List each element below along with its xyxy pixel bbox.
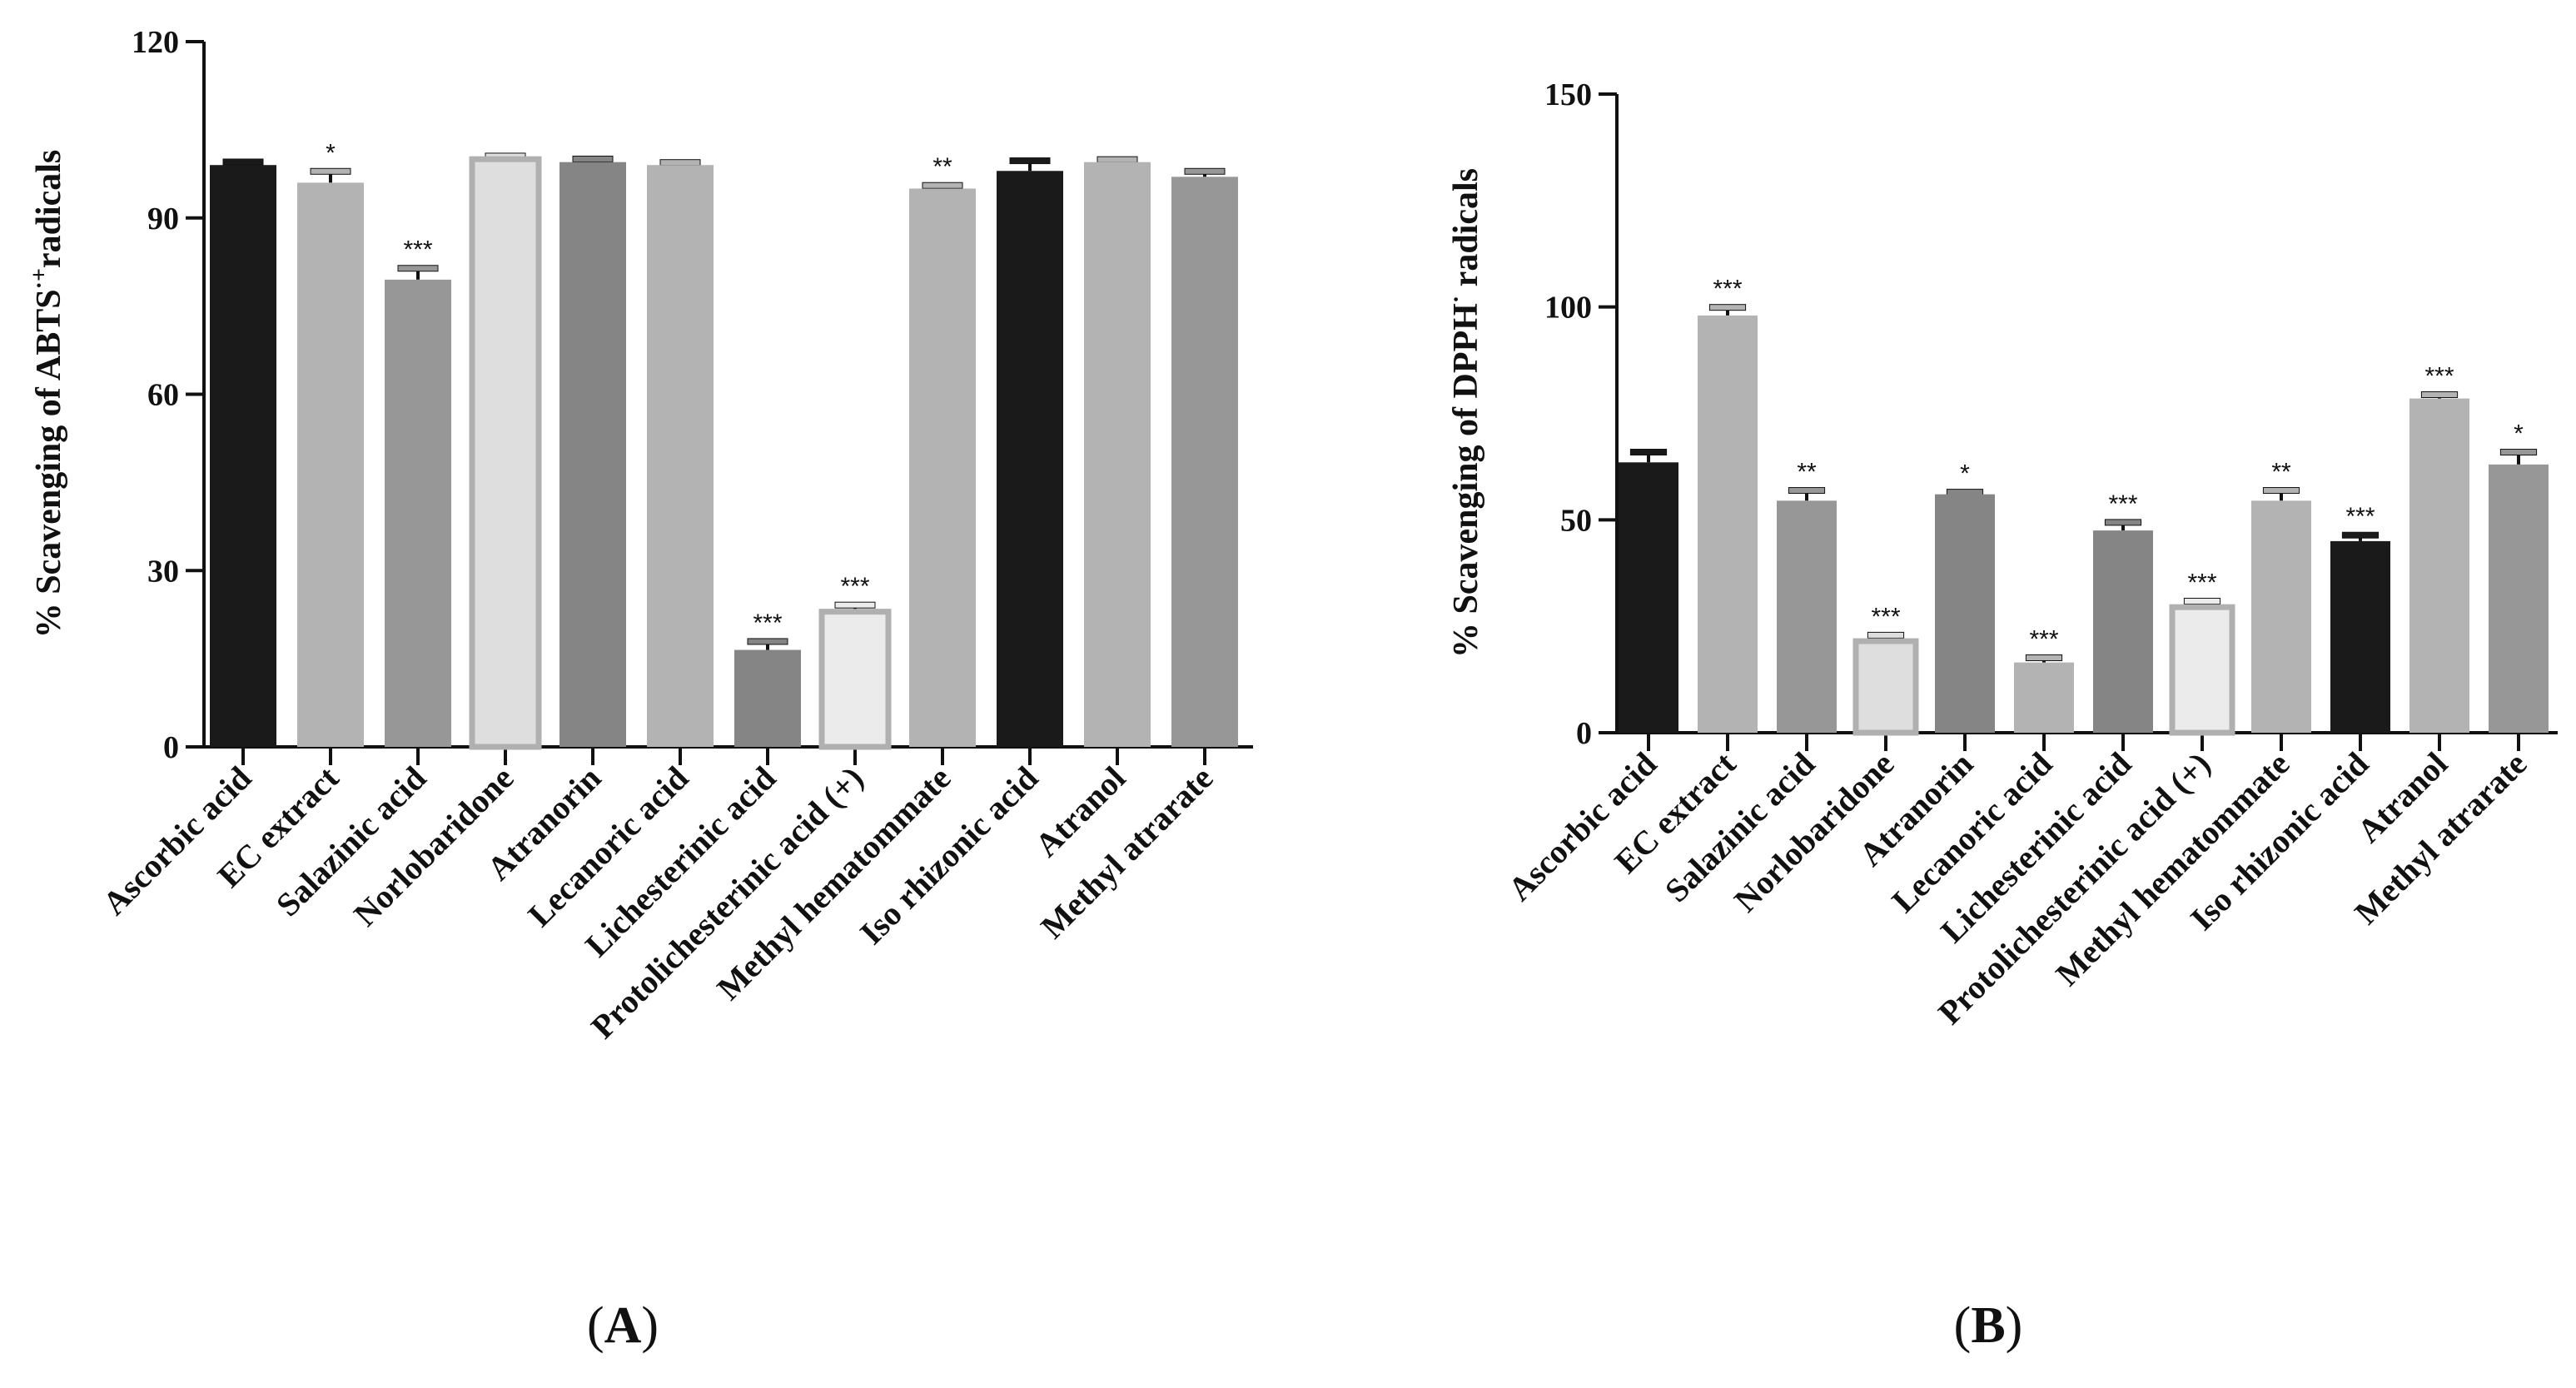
y-tick-label: 60 (147, 378, 179, 413)
significance-b-ec-extract: *** (1713, 276, 1742, 303)
bar-b-ec-extract (1698, 315, 1758, 733)
significance-b-methyl-atrarate: * (2514, 420, 2524, 448)
y-axis-title: % Scavenging of DPPH· radicals (1444, 168, 1485, 658)
y-tick-label: 90 (147, 201, 179, 236)
error-cap-b-lecanoric-acid (2025, 654, 2063, 661)
y-tick-label: 150 (1544, 77, 1592, 112)
significance-b-salazinic-acid: ** (1797, 459, 1817, 486)
error-cap-a-iso-rhizonic-acid (1009, 157, 1051, 165)
bar-a-iso-rhizonic-acid (997, 171, 1063, 748)
error-cap-b-lichesterinic-acid (2104, 519, 2142, 526)
error-cap-b-ascorbic-acid (1629, 449, 1668, 456)
y-tick-label: 30 (147, 554, 179, 589)
bar-b-lichesterinic-acid (2093, 530, 2153, 733)
error-cap-b-atranorin (1946, 489, 1984, 496)
error-cap-b-protolichesterinic-acid (2183, 597, 2221, 604)
bar-a-atranol (1084, 162, 1151, 748)
error-cap-a-methyl-atrarate (1184, 167, 1226, 175)
y-tick-label: 100 (1544, 291, 1592, 326)
error-cap-b-salazinic-acid (1788, 487, 1826, 495)
error-cap-a-lichesterinic-acid (747, 638, 788, 645)
category-label-a-ascorbic-acid: Ascorbic acid (95, 759, 258, 923)
bar-b-salazinic-acid (1777, 500, 1837, 733)
significance-b-lecanoric-acid: *** (2029, 625, 2058, 653)
error-cap-b-ec-extract (1708, 304, 1747, 311)
bar-a-lecanoric-acid (647, 165, 714, 748)
bar-a-ascorbic-acid (210, 165, 276, 748)
error-cap-b-methyl-atrarate (2499, 449, 2538, 456)
significance-a-ec-extract: * (326, 139, 336, 167)
error-cap-a-protolichesterinic-acid (834, 601, 876, 609)
significance-a-protolichesterinic-acid: *** (840, 573, 869, 600)
error-cap-b-norlobaridone (1867, 631, 1905, 639)
panel-label: (B) (1954, 1297, 2023, 1354)
error-cap-b-methyl-hematommate (2262, 487, 2300, 495)
error-cap-a-lecanoric-acid (659, 159, 701, 167)
error-cap-a-ec-extract (310, 167, 351, 175)
panel-a-chart: 0 30 60 90 120 % Scavenging of ABTS·+radicals… (27, 25, 1253, 1354)
bar-a-methyl-hematommate (909, 188, 976, 748)
bar-a-atranorin (559, 162, 626, 748)
significance-b-methyl-hematommate: ** (2271, 459, 2291, 486)
error-cap-b-atranol (2420, 391, 2459, 398)
bar-b-methyl-hematommate (2251, 500, 2311, 733)
significance-b-iso-rhizonic-acid: *** (2345, 503, 2375, 530)
bar-a-lichesterinic-acid (734, 649, 801, 747)
bar-b-protolichesterinic-acid (2169, 604, 2235, 736)
bar-b-atranol (2409, 398, 2469, 733)
significance-b-atranorin: * (1960, 460, 1970, 488)
significance-b-lichesterinic-acid: *** (2108, 490, 2137, 518)
bar-a-methyl-atrarate (1171, 177, 1238, 747)
error-cap-a-ascorbic-acid (222, 158, 264, 166)
y-tick-label: 120 (132, 25, 179, 60)
error-cap-a-atranol (1097, 156, 1138, 163)
error-cap-a-methyl-hematommate (922, 182, 963, 189)
bar-a-salazinic-acid (385, 279, 451, 747)
bar-b-lecanoric-acid (2014, 662, 2074, 733)
y-tick-label: 0 (163, 730, 179, 765)
significance-b-norlobaridone: *** (1871, 603, 1900, 630)
bar-b-ascorbic-acid (1619, 462, 1678, 733)
panel-label: (A) (587, 1297, 659, 1354)
bar-b-iso-rhizonic-acid (2330, 540, 2390, 733)
error-cap-b-iso-rhizonic-acid (2341, 531, 2380, 539)
category-label-a-salazinic-acid: Salazinic acid (269, 759, 434, 924)
y-tick-label: 0 (1576, 716, 1592, 751)
significance-b-atranol: *** (2424, 362, 2454, 390)
y-axis-title: % Scavenging of ABTS·+radicals (27, 150, 68, 639)
significance-a-lichesterinic-acid: *** (753, 609, 782, 637)
bar-a-protolichesterinic-acid (818, 609, 892, 750)
significance-a-salazinic-acid: *** (403, 236, 432, 264)
y-tick-label: 50 (1560, 503, 1592, 538)
significance-b-protolichesterinic-acid: *** (2187, 569, 2216, 596)
bar-a-ec-extract (297, 182, 364, 747)
bar-b-norlobaridone (1852, 638, 1919, 736)
bar-a-norlobaridone (469, 156, 542, 750)
error-cap-a-salazinic-acid (397, 265, 439, 272)
bar-b-atranorin (1935, 494, 1995, 733)
bar-b-methyl-atrarate (2489, 464, 2549, 733)
significance-a-methyl-hematommate: ** (932, 153, 952, 181)
error-cap-a-atranorin (572, 155, 614, 162)
